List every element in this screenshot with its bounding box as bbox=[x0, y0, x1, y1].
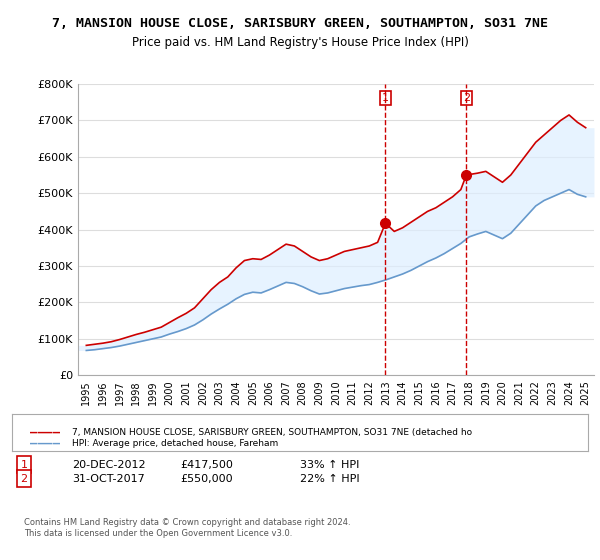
Text: 2: 2 bbox=[20, 474, 28, 484]
Text: 20-DEC-2012: 20-DEC-2012 bbox=[72, 460, 146, 470]
Text: ————: ———— bbox=[30, 426, 60, 439]
Text: HPI: Average price, detached house, Fareham: HPI: Average price, detached house, Fare… bbox=[72, 439, 278, 448]
Text: 31-OCT-2017: 31-OCT-2017 bbox=[72, 474, 145, 484]
Text: 7, MANSION HOUSE CLOSE, SARISBURY GREEN, SOUTHAMPTON, SO31 7NE: 7, MANSION HOUSE CLOSE, SARISBURY GREEN,… bbox=[52, 17, 548, 30]
Text: 2: 2 bbox=[463, 93, 470, 102]
Text: £417,500: £417,500 bbox=[180, 460, 233, 470]
Text: £550,000: £550,000 bbox=[180, 474, 233, 484]
Text: 7, MANSION HOUSE CLOSE, SARISBURY GREEN, SOUTHAMPTON, SO31 7NE (detached ho: 7, MANSION HOUSE CLOSE, SARISBURY GREEN,… bbox=[72, 428, 472, 437]
Text: 1: 1 bbox=[20, 460, 28, 470]
Text: 1: 1 bbox=[382, 93, 389, 102]
Text: Contains HM Land Registry data © Crown copyright and database right 2024.
This d: Contains HM Land Registry data © Crown c… bbox=[24, 518, 350, 538]
Text: ————: ———— bbox=[30, 437, 60, 450]
Text: 33% ↑ HPI: 33% ↑ HPI bbox=[300, 460, 359, 470]
Text: Price paid vs. HM Land Registry's House Price Index (HPI): Price paid vs. HM Land Registry's House … bbox=[131, 36, 469, 49]
Text: 22% ↑ HPI: 22% ↑ HPI bbox=[300, 474, 359, 484]
